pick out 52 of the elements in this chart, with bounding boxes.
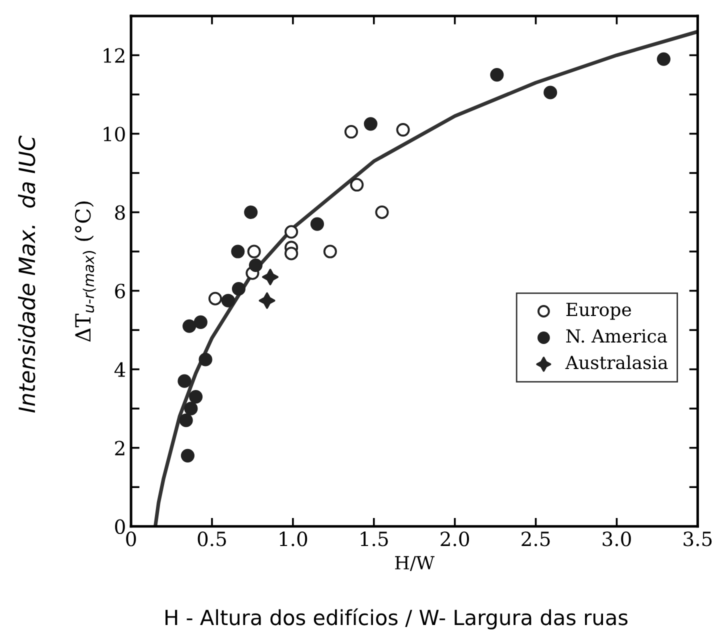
y-tick-label: 0 xyxy=(115,519,125,534)
point xyxy=(396,123,410,137)
x-tick-label: 2.0 xyxy=(440,532,470,546)
y-tick-label: 2 xyxy=(115,440,124,456)
y-axis-title: ΔT$_{u‑r(max)}$ (°C) xyxy=(74,202,96,342)
point xyxy=(344,124,358,139)
point xyxy=(194,315,208,329)
point xyxy=(198,352,212,366)
point xyxy=(208,292,222,306)
point xyxy=(231,244,245,258)
point xyxy=(544,86,558,100)
point xyxy=(323,244,337,258)
point xyxy=(350,178,364,192)
line-series xyxy=(154,30,698,526)
point xyxy=(178,374,192,388)
point xyxy=(244,205,258,220)
point xyxy=(656,52,670,66)
x-tick-label: 1.5 xyxy=(360,532,388,546)
point xyxy=(248,258,262,272)
point xyxy=(221,294,235,308)
x-tick-label: 0 xyxy=(126,532,136,546)
x-tick-label: 3.0 xyxy=(602,532,631,546)
point xyxy=(364,117,378,131)
y-tick-label: 4 xyxy=(114,362,126,377)
point xyxy=(258,292,276,309)
point xyxy=(232,282,246,296)
point xyxy=(310,217,324,231)
y-tick-label: 8 xyxy=(115,205,125,220)
legend-label: N. America xyxy=(566,329,668,343)
y-tick-label: 12 xyxy=(104,48,124,63)
point xyxy=(247,244,261,258)
text: Intensidade Max. da IUC xyxy=(18,136,36,413)
x-axis-title: H/W xyxy=(395,556,434,571)
y-tick-label: 6 xyxy=(115,284,125,298)
point xyxy=(284,246,298,260)
point xyxy=(182,319,196,333)
y-tick-label: 10 xyxy=(104,126,125,142)
x-tick-label: 3.5 xyxy=(684,532,712,546)
legend-label: Europe xyxy=(566,302,632,320)
x-tick-label: 1.0 xyxy=(280,532,308,546)
text: H - Altura dos edifícios / W- Largura das ruas xyxy=(166,608,628,630)
legend-label: Australasia xyxy=(565,355,668,370)
point xyxy=(490,68,504,82)
point xyxy=(375,205,389,220)
point xyxy=(262,268,279,286)
point xyxy=(184,402,198,416)
x-tick-label: 0.5 xyxy=(198,532,226,546)
point xyxy=(180,448,194,462)
x-tick-label: 2.5 xyxy=(522,532,550,546)
point xyxy=(189,390,203,404)
point xyxy=(284,225,298,239)
point xyxy=(179,414,193,428)
